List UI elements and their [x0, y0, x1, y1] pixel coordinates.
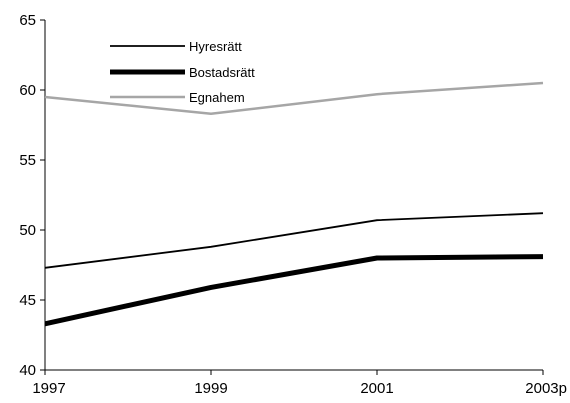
y-tick-label: 55: [19, 152, 36, 169]
x-axis: 1997 1999 2001 2003p: [32, 369, 567, 397]
y-tick-label: 50: [19, 222, 36, 239]
series-line-bostadsrätt: [44, 254, 544, 327]
legend-label-bostadsrätt: Bostadsrätt: [189, 65, 255, 80]
legend-label-egnahem: Egnahem: [189, 90, 245, 105]
x-tick-label: 2001: [360, 380, 393, 397]
y-tick-label: 65: [19, 12, 36, 29]
x-tick-label: 1997: [32, 380, 65, 397]
x-tick-label: 1999: [194, 380, 227, 397]
y-axis: 40 45 50 55 60 65: [19, 12, 46, 379]
series-line-hyresrätt: [44, 212, 544, 269]
y-tick-label: 45: [19, 292, 36, 309]
series-layer: [44, 81, 544, 327]
x-tick-label: 2003p: [525, 380, 567, 397]
series-line-egnahem: [44, 81, 544, 116]
legend: Hyresrätt Bostadsrätt Egnahem: [110, 39, 255, 105]
legend-label-hyresrätt: Hyresrätt: [189, 39, 242, 54]
y-tick-label: 60: [19, 82, 36, 99]
y-tick-label: 40: [19, 362, 36, 379]
